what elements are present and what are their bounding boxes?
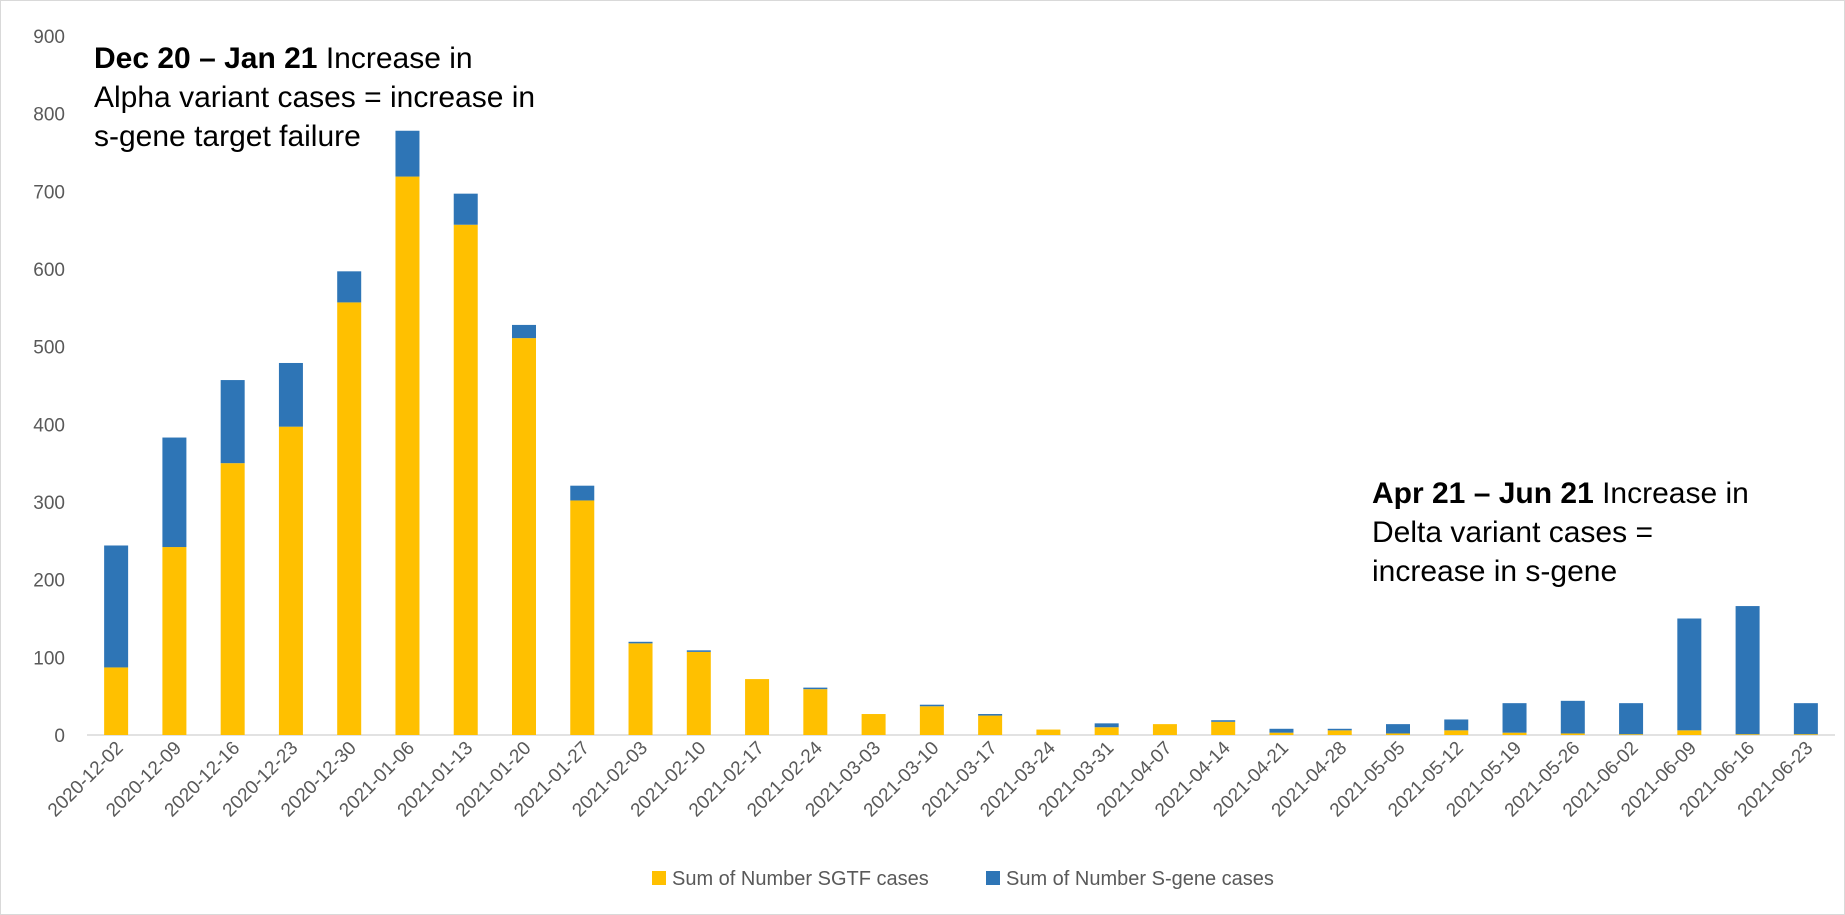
y-tick-label: 400 <box>33 415 65 436</box>
bar-segment-sgtf <box>1094 727 1119 735</box>
bar-segment-s-gene <box>570 485 595 501</box>
bar-segment-s-gene <box>278 362 303 427</box>
legend-swatch-sgtf <box>652 871 666 885</box>
bar-segment-sgtf <box>1152 724 1177 735</box>
legend-swatch-s-gene <box>986 871 1000 885</box>
bar-segment-s-gene <box>220 380 245 464</box>
bar-segment-sgtf <box>745 679 770 735</box>
bar-segment-s-gene <box>686 650 711 652</box>
annotation-alpha-line-2: Alpha variant cases = increase in <box>94 81 536 114</box>
bar-segment-sgtf <box>628 643 653 735</box>
bar-segment-s-gene <box>104 545 129 668</box>
bar-segment-s-gene <box>1502 703 1527 733</box>
annotation-alpha-line-1: Dec 20 – Jan 21 Increase in <box>94 39 535 78</box>
bar-segment-s-gene <box>453 193 478 225</box>
bar-segment-sgtf <box>1327 730 1352 735</box>
bar-segment-s-gene <box>1735 606 1760 735</box>
bar-segment-sgtf <box>686 651 711 735</box>
annotation-alpha: Dec 20 – Jan 21 Increase in Alpha varian… <box>94 39 535 156</box>
bar-segment-sgtf <box>1036 729 1061 735</box>
bar-segment-sgtf <box>1211 721 1236 735</box>
annotation-delta-line-1: Apr 21 – Jun 21 Increase in <box>1372 474 1749 513</box>
y-tick-label: 0 <box>54 726 65 747</box>
bar-segment-sgtf <box>162 547 187 735</box>
annotation-alpha-text: Increase in <box>317 42 473 75</box>
bar-segment-s-gene <box>1327 728 1352 731</box>
x-axis: 2020-12-022020-12-092020-12-162020-12-23… <box>44 737 1817 821</box>
bar-segment-sgtf <box>1386 733 1410 735</box>
bar-segment-s-gene <box>1269 728 1294 733</box>
bar-segment-s-gene <box>803 687 828 690</box>
legend-label-s-gene: Sum of Number S-gene cases <box>1006 868 1274 890</box>
bar-segment-sgtf <box>278 426 303 735</box>
bar-segment-s-gene <box>978 714 1003 716</box>
bar-segment-s-gene <box>1444 719 1469 731</box>
bar-segment-sgtf <box>803 689 828 735</box>
bar-segment-sgtf <box>978 715 1003 735</box>
bar-segment-s-gene <box>1677 618 1702 731</box>
annotation-delta-period: Apr 21 – Jun 21 <box>1372 477 1594 510</box>
annotation-delta-line-2: Delta variant cases = <box>1372 516 1653 549</box>
annotation-alpha-line-3: s-gene target failure <box>94 120 361 153</box>
bar-segment-sgtf <box>1444 730 1469 735</box>
bar-segment-sgtf <box>1793 734 1818 735</box>
annotation-delta-line-3: increase in s-gene <box>1372 555 1618 588</box>
bar-segment-s-gene <box>395 130 420 177</box>
y-axis: 0 100 200 300 400 500 600 700 800 900 <box>33 27 65 747</box>
legend-label-sgtf: Sum of Number SGTF cases <box>672 868 929 890</box>
bar-segment-sgtf <box>1560 733 1585 735</box>
bar-segment-sgtf <box>220 463 245 735</box>
y-tick-label: 900 <box>33 27 65 48</box>
bar-segment-s-gene <box>919 704 944 707</box>
bar-segment-sgtf <box>570 500 595 735</box>
bar-segment-s-gene <box>1793 703 1818 735</box>
y-tick-label: 800 <box>33 105 65 126</box>
bar-segment-sgtf <box>1269 732 1294 735</box>
y-tick-label: 100 <box>33 648 65 669</box>
annotation-delta: Apr 21 – Jun 21 Increase in Delta varian… <box>1372 474 1749 591</box>
bar-segment-sgtf <box>1677 730 1702 735</box>
bar-segment-s-gene <box>1094 723 1119 728</box>
bar-segment-s-gene <box>628 641 653 644</box>
annotation-delta-text: Increase in <box>1593 477 1749 510</box>
bar-segment-s-gene <box>1560 700 1585 734</box>
y-tick-label: 600 <box>33 260 65 281</box>
bar-segment-sgtf <box>1619 734 1644 735</box>
bar-segment-sgtf <box>512 338 536 735</box>
y-tick-label: 700 <box>33 182 65 203</box>
bar-segment-sgtf <box>1502 732 1527 735</box>
y-tick-label: 500 <box>33 338 65 359</box>
bar-segment-sgtf <box>395 176 420 735</box>
bar-segment-s-gene <box>1386 724 1410 734</box>
bar-segment-sgtf <box>919 706 944 735</box>
bar-segment-s-gene <box>512 324 536 339</box>
bar-segment-sgtf <box>861 714 886 735</box>
legend: Sum of Number SGTF cases Sum of Number S… <box>652 868 1274 890</box>
y-tick-label: 300 <box>33 493 65 514</box>
bar-segment-sgtf <box>453 224 478 736</box>
y-tick-label: 200 <box>33 571 65 592</box>
bar-segment-s-gene <box>162 437 187 548</box>
bar-segment-sgtf <box>337 302 362 735</box>
bar-segment-sgtf <box>104 667 129 735</box>
bar-segment-sgtf <box>1735 734 1760 735</box>
bar-segment-s-gene <box>1211 720 1236 722</box>
bars <box>104 130 1818 736</box>
annotation-alpha-period: Dec 20 – Jan 21 <box>94 42 318 75</box>
bar-segment-s-gene <box>337 271 362 303</box>
bar-segment-s-gene <box>1619 703 1644 735</box>
